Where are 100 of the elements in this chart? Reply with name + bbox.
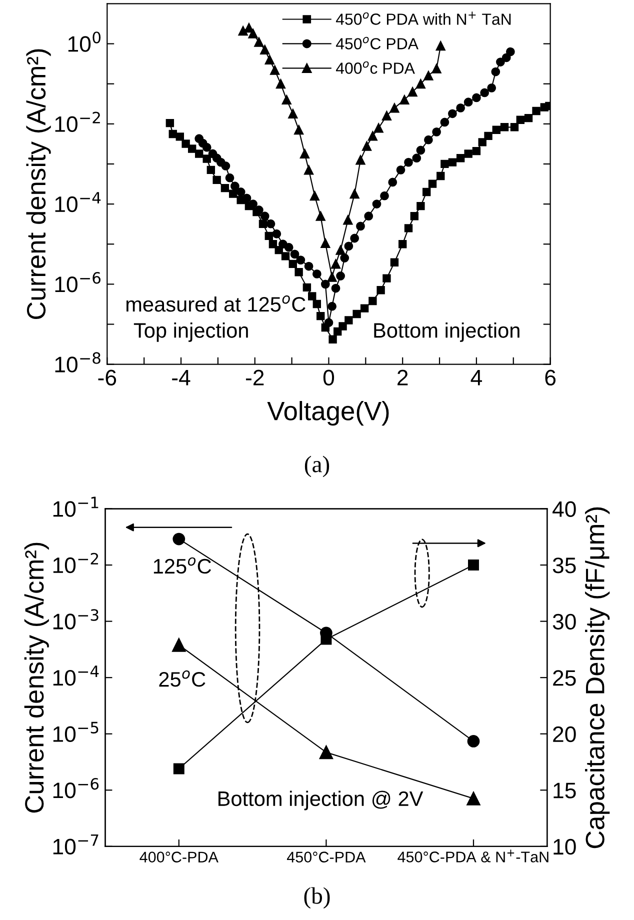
x-tick-label: -4	[172, 370, 190, 386]
point	[296, 256, 306, 264]
point	[448, 109, 457, 118]
point	[225, 173, 234, 182]
point	[308, 292, 316, 300]
point	[364, 212, 374, 221]
point	[356, 222, 365, 231]
point	[506, 47, 515, 56]
x-tick-label: 2	[398, 370, 408, 386]
y2-tick-label: 35	[552, 558, 576, 574]
point	[336, 272, 345, 280]
point	[344, 316, 353, 324]
y-axis-title: Current density (A/cm²)	[26, 49, 51, 320]
y-tick-label: 10$^{−2}$	[55, 112, 100, 132]
point	[290, 250, 300, 259]
point	[390, 258, 399, 266]
point	[321, 323, 330, 332]
point	[266, 219, 276, 228]
point	[382, 110, 392, 121]
point	[456, 104, 466, 112]
point	[416, 202, 425, 210]
point	[440, 118, 450, 127]
point	[276, 79, 286, 89]
point	[274, 246, 283, 254]
point	[432, 127, 442, 136]
point	[172, 532, 186, 546]
x-tick-label: 400°C-PDA	[140, 852, 218, 862]
x-tick-label: -6	[98, 370, 116, 386]
point	[500, 123, 509, 132]
y-tick-label: 10$^{−8}$	[55, 352, 100, 372]
point	[356, 155, 366, 165]
point	[316, 211, 326, 221]
point	[252, 208, 261, 216]
point	[281, 252, 290, 260]
legend-label: 450$^{o}$C PDA	[336, 36, 418, 50]
point	[195, 150, 204, 158]
y-tick-label: 10$^{−4}$	[55, 192, 101, 212]
point	[338, 322, 347, 330]
point	[480, 88, 490, 98]
point	[412, 154, 422, 163]
y-tick-label: 10$^{−6}$	[55, 272, 100, 292]
point	[436, 40, 446, 51]
point	[270, 65, 280, 75]
point	[448, 158, 457, 166]
point	[404, 224, 413, 232]
point	[316, 312, 325, 320]
point	[516, 116, 524, 124]
point	[422, 188, 431, 196]
point	[487, 83, 496, 92]
series-label: 125$^{o}$C	[154, 557, 212, 574]
x-tick-label: 0	[323, 370, 334, 386]
point	[466, 792, 480, 806]
point	[284, 242, 294, 252]
point	[372, 200, 382, 208]
point	[254, 37, 264, 47]
point	[202, 142, 212, 152]
point	[312, 300, 322, 308]
point	[312, 270, 322, 278]
point	[472, 93, 481, 102]
point	[320, 238, 330, 248]
y-axis-title: Current density (A/cm²)	[24, 542, 49, 813]
point	[374, 123, 384, 133]
point	[424, 135, 433, 144]
point	[260, 44, 270, 55]
point	[220, 184, 230, 192]
point	[319, 745, 334, 760]
point	[464, 98, 473, 107]
point	[360, 304, 369, 312]
point	[478, 138, 486, 146]
point	[440, 160, 449, 168]
point	[328, 335, 337, 344]
point	[264, 232, 273, 240]
point	[502, 53, 511, 62]
point	[368, 131, 378, 141]
text: (b)	[304, 887, 330, 909]
point	[532, 106, 540, 116]
point	[272, 229, 282, 238]
x-tick-label: 450°C-PDA & N$^{+}$-TaN	[398, 850, 548, 862]
legend-label: 450$^{o}$C PDA with N$^{+}$ TaN	[336, 12, 511, 25]
point	[350, 234, 360, 243]
y-tick-label: 10$^{−2}$	[53, 552, 98, 574]
point	[464, 150, 472, 158]
point	[496, 58, 505, 66]
y-tick-label: 10$^{−1}$	[53, 496, 98, 517]
point	[294, 268, 303, 276]
point	[288, 260, 298, 268]
point	[264, 54, 274, 64]
point	[400, 94, 410, 105]
point	[408, 87, 418, 97]
point	[376, 286, 385, 294]
point	[202, 154, 211, 163]
point	[300, 148, 310, 159]
point	[206, 166, 216, 174]
y-tick-label: 10$^{0}$	[68, 32, 101, 52]
x-tick-label: 450°C-PDA	[286, 852, 366, 862]
point	[327, 272, 337, 282]
point	[524, 114, 533, 122]
point	[467, 735, 480, 748]
point	[436, 172, 445, 180]
point	[176, 132, 184, 141]
